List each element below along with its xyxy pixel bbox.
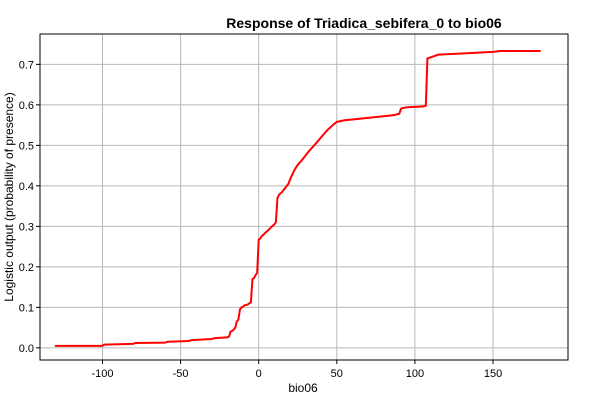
x-tick-label: -50	[173, 368, 189, 380]
grid	[40, 34, 568, 360]
y-tick-label: 0.4	[19, 181, 34, 193]
x-axis-ticks: -100 -50 0 50 100 150	[91, 360, 502, 380]
x-tick-label: 0	[256, 368, 262, 380]
x-axis-label: bio06	[288, 381, 318, 395]
series-group	[54, 50, 541, 347]
x-tick-label: 150	[484, 368, 502, 380]
plot-frame	[39, 33, 569, 361]
x-tick-label: 100	[406, 368, 424, 380]
y-tick-label: 0.0	[19, 343, 34, 355]
x-tick-label: -100	[91, 368, 113, 380]
y-tick-label: 0.1	[19, 302, 34, 314]
y-tick-label: 0.6	[19, 100, 34, 112]
y-tick-label: 0.2	[19, 262, 34, 274]
chart-title: Response of Triadica_sebifera_0 to bio06	[226, 15, 502, 31]
y-axis-ticks: 0.0 0.1 0.2 0.3 0.4 0.5 0.6 0.7	[19, 59, 40, 355]
plot-area	[40, 34, 568, 360]
y-tick-label: 0.3	[19, 221, 34, 233]
y-tick-label: 0.5	[19, 140, 34, 152]
x-tick-label: 50	[331, 368, 343, 380]
y-tick-label: 0.7	[19, 59, 34, 71]
response-curve	[54, 50, 541, 347]
y-axis-label: Logistic output (probability of presence…	[2, 92, 16, 301]
